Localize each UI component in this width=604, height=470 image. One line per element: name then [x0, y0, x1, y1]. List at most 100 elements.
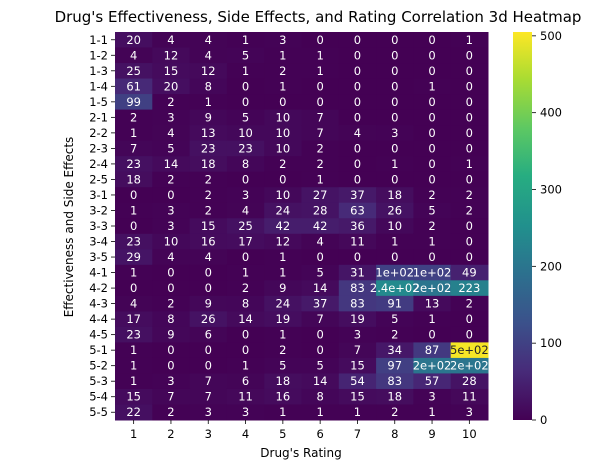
heatmap-cell-5-1-4 — [226, 342, 265, 359]
cell-value-label: 4 — [167, 250, 174, 264]
heatmap-cell-5-2-1 — [115, 357, 153, 374]
heatmap-cell-1-1-1 — [115, 32, 153, 49]
heatmap-cell-3-5-9 — [413, 249, 452, 266]
cell-value-label: 15 — [350, 390, 365, 404]
cell-value-label: 7 — [316, 126, 323, 140]
heatmap-cell-1-3-9 — [413, 63, 452, 80]
cell-value-label: 2 — [428, 219, 435, 233]
heatmap-cell-2-1-9 — [413, 109, 452, 126]
cell-value-label: 2e+02 — [450, 359, 489, 373]
cell-value-label: 0 — [466, 235, 473, 249]
heatmap-cell-1-5-4 — [226, 94, 265, 111]
heatmap-cell-1-5-9 — [413, 94, 452, 111]
heatmap-cell-5-2-5 — [264, 357, 302, 374]
cell-value-label: 1 — [428, 405, 435, 419]
heatmap-cell-5-4-2 — [152, 388, 191, 405]
heatmap-cell-2-4-4 — [226, 156, 265, 173]
cell-value-label: 4 — [167, 33, 174, 47]
heatmap-cell-3-3-3 — [189, 218, 228, 235]
heatmap-cell-3-4-6 — [301, 233, 340, 250]
cell-value-label: 2 — [316, 157, 323, 171]
cell-value-label: 10 — [276, 126, 291, 140]
cell-value-label: 0 — [466, 141, 473, 155]
cell-value-label: 15 — [164, 64, 179, 78]
heatmap-cell-4-3-5 — [264, 295, 302, 312]
cell-value-label: 37 — [313, 297, 328, 311]
cell-value-label: 0 — [316, 328, 323, 342]
heatmap-cell-5-3-7 — [338, 373, 377, 390]
heatmap-cell-4-2-1 — [115, 280, 153, 297]
heatmap-cell-2-2-4 — [226, 125, 265, 142]
heatmap-cell-5-5-10 — [450, 404, 489, 421]
heatmap-cell-1-2-4 — [226, 47, 265, 64]
heatmap-cell-2-4-10 — [450, 156, 489, 173]
heatmap-cell-2-2-8 — [376, 125, 414, 142]
cell-value-label: 0 — [242, 172, 249, 186]
heatmap-cell-3-2-4 — [226, 202, 265, 219]
heatmap-cell-2-2-5 — [264, 125, 302, 142]
cell-value-label: 5 — [167, 141, 174, 155]
cell-value-label: 1 — [242, 359, 249, 373]
heatmap-cell-4-1-2 — [152, 264, 191, 281]
cell-value-label: 1 — [316, 172, 323, 186]
heatmap-cell-2-2-9 — [413, 125, 452, 142]
cell-value-label: 0 — [316, 343, 323, 357]
cell-value-label: 2 — [205, 188, 212, 202]
cell-value-label: 0 — [167, 281, 174, 295]
heatmap-cell-4-1-8 — [376, 264, 414, 281]
cell-value-label: 29 — [126, 250, 141, 264]
cell-value-label: 0 — [466, 48, 473, 62]
x-axis-label: Drug's Rating — [260, 446, 341, 460]
heatmap-cell-4-3-3 — [189, 295, 228, 312]
cell-value-label: 2 — [391, 405, 398, 419]
cell-value-label: 2 — [279, 157, 286, 171]
cell-value-label: 6 — [205, 328, 212, 342]
cell-value-label: 20 — [164, 79, 179, 93]
cell-value-label: 18 — [387, 188, 402, 202]
heatmap-cell-1-4-7 — [338, 78, 377, 95]
cell-value-label: 0 — [428, 157, 435, 171]
cell-value-label: 0 — [391, 33, 398, 47]
colorbar-tick-label: 500 — [540, 29, 562, 43]
cell-value-label: 4 — [205, 48, 212, 62]
cell-value-label: 0 — [205, 281, 212, 295]
cell-value-label: 9 — [205, 297, 212, 311]
cell-value-label: 4 — [167, 126, 174, 140]
heatmap-cell-5-5-5 — [264, 404, 302, 421]
y-tick-label: 4-4 — [89, 312, 108, 326]
y-tick-label: 5-3 — [89, 374, 108, 388]
heatmap-cell-4-5-1 — [115, 326, 153, 343]
cell-value-label: 23 — [126, 235, 141, 249]
cell-value-label: 10 — [387, 219, 402, 233]
cell-value-label: 2 — [279, 343, 286, 357]
heatmap-cell-3-4-7 — [338, 233, 377, 250]
cell-value-label: 2 — [205, 172, 212, 186]
heatmap-cell-3-3-7 — [338, 218, 377, 235]
heatmap-cell-2-2-7 — [338, 125, 377, 142]
cell-value-label: 7 — [316, 312, 323, 326]
cell-value-label: 8 — [205, 79, 212, 93]
heatmap-cell-2-3-3 — [189, 140, 228, 157]
heatmap-cell-1-4-3 — [189, 78, 228, 95]
cell-value-label: 17 — [238, 235, 253, 249]
heatmap-cell-3-5-2 — [152, 249, 191, 266]
cell-value-label: 19 — [350, 312, 365, 326]
heatmap-cell-2-1-5 — [264, 109, 302, 126]
cell-value-label: 0 — [354, 250, 361, 264]
cell-value-label: 0 — [167, 266, 174, 280]
heatmap-cell-4-5-9 — [413, 326, 452, 343]
cell-value-label: 0 — [391, 250, 398, 264]
heatmap-cell-2-4-3 — [189, 156, 228, 173]
heatmap-cell-4-2-8 — [376, 280, 414, 297]
cell-value-label: 4 — [205, 250, 212, 264]
cell-value-label: 0 — [316, 79, 323, 93]
heatmap-cell-3-3-6 — [301, 218, 340, 235]
heatmap-cell-1-2-10 — [450, 47, 489, 64]
cell-value-label: 1 — [428, 79, 435, 93]
heatmap-cell-1-1-6 — [301, 32, 340, 49]
heatmap-cell-1-5-7 — [338, 94, 377, 111]
colorbar-tick-label: 200 — [540, 259, 562, 273]
cell-value-label: 2 — [391, 328, 398, 342]
heatmap-cell-2-4-6 — [301, 156, 340, 173]
cell-value-label: 0 — [354, 64, 361, 78]
